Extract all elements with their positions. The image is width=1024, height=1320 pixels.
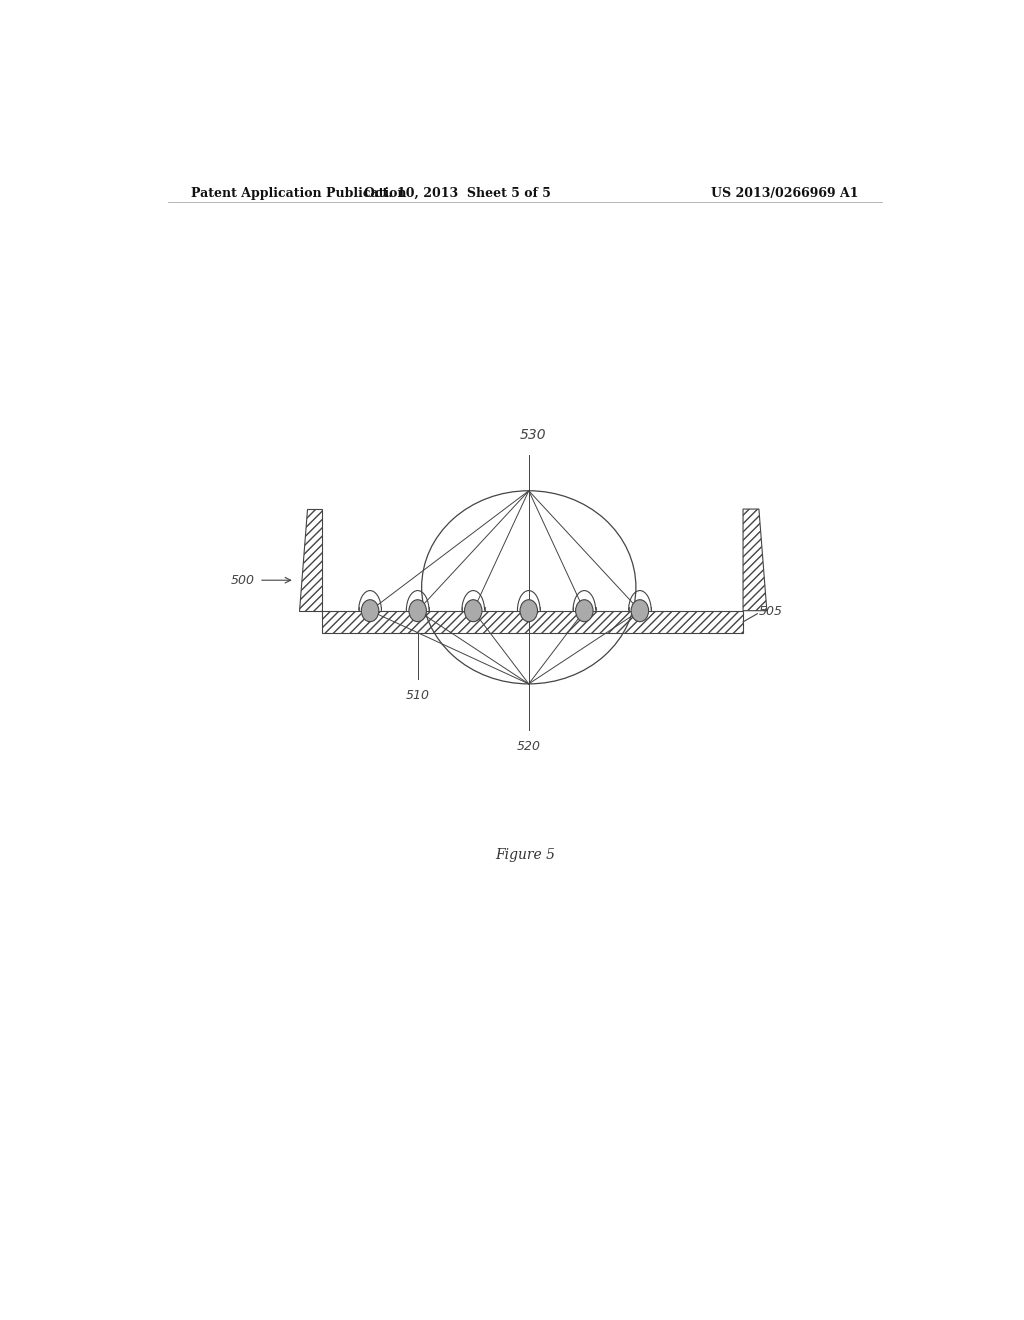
Ellipse shape — [575, 599, 593, 622]
Text: Figure 5: Figure 5 — [495, 847, 555, 862]
Text: US 2013/0266969 A1: US 2013/0266969 A1 — [711, 187, 858, 199]
Ellipse shape — [631, 599, 648, 622]
Text: 530: 530 — [519, 428, 546, 442]
Text: Oct. 10, 2013  Sheet 5 of 5: Oct. 10, 2013 Sheet 5 of 5 — [364, 187, 551, 199]
Polygon shape — [299, 510, 323, 611]
Bar — [323, 611, 743, 634]
Ellipse shape — [465, 599, 482, 622]
Text: 520: 520 — [517, 739, 541, 752]
Ellipse shape — [520, 599, 538, 622]
Ellipse shape — [361, 599, 379, 622]
Text: 505: 505 — [759, 605, 783, 618]
Text: 510: 510 — [406, 689, 430, 702]
Text: 500: 500 — [231, 574, 255, 586]
Ellipse shape — [409, 599, 426, 622]
Text: Patent Application Publication: Patent Application Publication — [191, 187, 407, 199]
Polygon shape — [743, 510, 767, 611]
